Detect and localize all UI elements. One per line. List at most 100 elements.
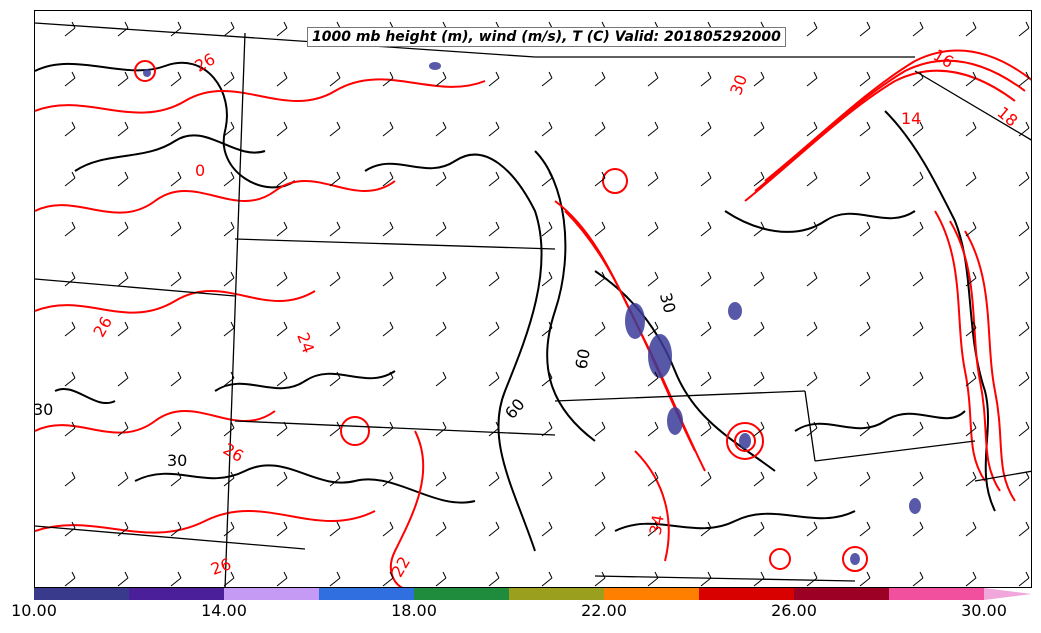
wind-barb (276, 471, 288, 487)
colorbar-segment (224, 588, 319, 600)
wind-barb (1018, 521, 1030, 537)
wind-barb (382, 121, 394, 137)
height-contour-label: 30 (655, 290, 680, 316)
wind-barb (488, 271, 500, 287)
wind-barb (223, 471, 235, 487)
wind-barb (859, 521, 871, 537)
height-contour (74, 134, 266, 172)
state-border (35, 525, 306, 550)
wind-barb (435, 121, 447, 137)
wind-barb (382, 421, 394, 437)
wind-barb (382, 471, 394, 487)
wind-barb (64, 471, 76, 487)
wind-barb (170, 271, 182, 287)
colorbar-segment (509, 588, 604, 600)
temp-contour (764, 49, 1031, 182)
wind-barb (859, 221, 871, 237)
wind-barb (753, 471, 765, 487)
state-border (224, 32, 246, 587)
wind-barb (435, 471, 447, 487)
wind-barb (64, 571, 76, 587)
wind-barb (435, 271, 447, 287)
wind-barb (329, 121, 341, 137)
wind-barb (382, 321, 394, 337)
wind-barb (223, 571, 235, 587)
wind-barb (912, 171, 924, 187)
wind-barb (700, 271, 712, 287)
wind-barb (859, 121, 871, 137)
wind-barb (912, 21, 924, 37)
wind-barb (700, 571, 712, 587)
colorbar-tick-label: 22.00 (581, 601, 627, 620)
wind-barb (541, 471, 553, 487)
wind-barb (541, 171, 553, 187)
temp-contour (726, 422, 764, 460)
wind-barb (435, 421, 447, 437)
wind-barb (64, 71, 76, 87)
temp-contour-label: 14 (901, 109, 922, 128)
wind-barb (912, 471, 924, 487)
wind-barb (117, 21, 129, 37)
wind-barb (806, 371, 818, 387)
wind-barb (859, 371, 871, 387)
temp-contour (35, 180, 396, 214)
wind-barb (435, 71, 447, 87)
wind-barb (170, 121, 182, 137)
colorbar-tick-label: 30.00 (961, 601, 1007, 620)
wind-barb (1018, 571, 1030, 587)
wind-barb (382, 371, 394, 387)
height-contour-label: 30 (34, 400, 54, 419)
wind-barbs (64, 21, 1030, 587)
wind-barb (541, 221, 553, 237)
state-border (814, 440, 976, 462)
wind-barb (647, 71, 659, 87)
wind-barb (806, 121, 818, 137)
wind-barb (753, 321, 765, 337)
wind-barb (117, 471, 129, 487)
wind-barb (435, 521, 447, 537)
wind-barb (700, 221, 712, 237)
colorbar (34, 588, 1032, 600)
wind-barb (488, 571, 500, 587)
shaded-area (143, 69, 151, 77)
wind-barb (64, 221, 76, 237)
wind-barb (1018, 321, 1030, 337)
wind-barb (965, 121, 977, 137)
wind-barb (859, 421, 871, 437)
wind-barb (382, 271, 394, 287)
wind-barb (594, 571, 606, 587)
wind-barb (594, 171, 606, 187)
wind-barb (117, 321, 129, 337)
wind-barb (541, 121, 553, 137)
wind-barb (276, 121, 288, 137)
wind-barb (753, 421, 765, 437)
wind-barb (594, 521, 606, 537)
wind-barb (1018, 221, 1030, 237)
wind-barb (647, 421, 659, 437)
map-plot-area: 1000 mb height (m), wind (m/s), T (C) Va… (34, 10, 1032, 588)
wind-barb (170, 21, 182, 37)
wind-barb (488, 371, 500, 387)
shaded-area (667, 407, 683, 435)
wind-barb (117, 521, 129, 537)
colorbar-tick-label: 14.00 (201, 601, 247, 620)
wind-barb (859, 321, 871, 337)
colorbar-segment (414, 588, 509, 600)
wind-barb (488, 221, 500, 237)
wind-barb (1018, 271, 1030, 287)
wind-barb (541, 571, 553, 587)
wind-barb (329, 271, 341, 287)
wind-barb (965, 421, 977, 437)
wind-barb (647, 171, 659, 187)
wind-barb (965, 21, 977, 37)
shaded-area (909, 498, 921, 514)
wind-barb (382, 521, 394, 537)
height-contour (54, 388, 116, 404)
wind-barb (753, 521, 765, 537)
wind-barb (594, 471, 606, 487)
height-contour (594, 270, 776, 472)
wind-barb (488, 121, 500, 137)
wind-barb (806, 171, 818, 187)
wind-barb (170, 521, 182, 537)
temp-contour (602, 168, 628, 194)
